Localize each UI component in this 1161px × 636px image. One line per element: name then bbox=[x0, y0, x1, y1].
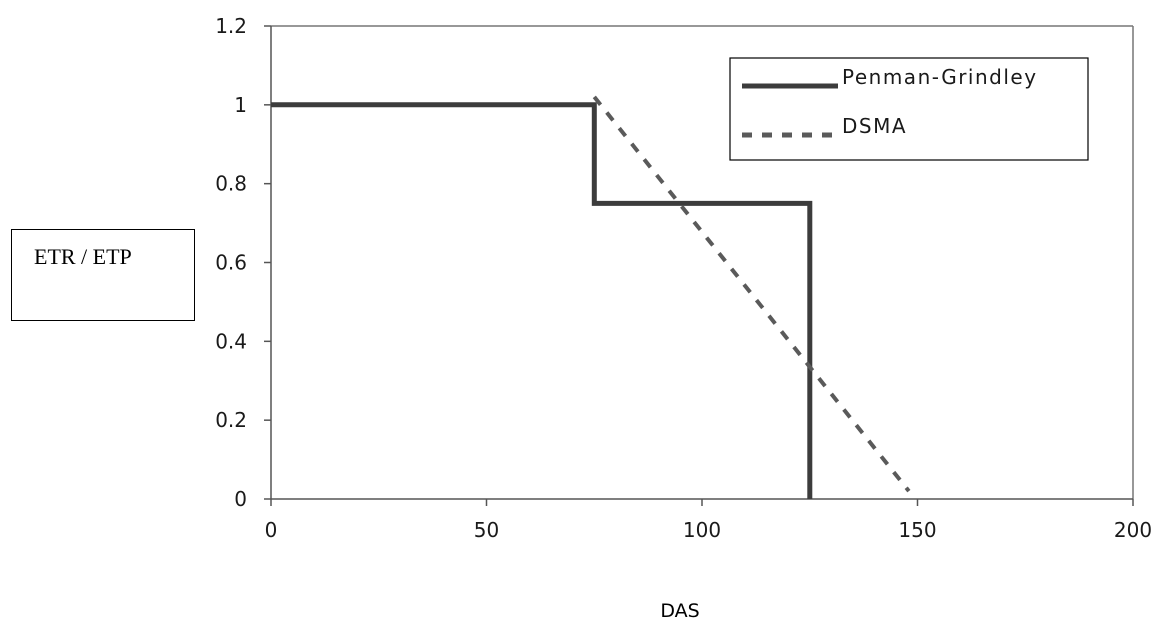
y-axis-label: ETR / ETP bbox=[34, 244, 132, 269]
x-tick-label: 100 bbox=[683, 518, 721, 542]
series-line-dsma bbox=[592, 95, 911, 493]
legend: Penman-Grindley DSMA bbox=[729, 57, 1089, 161]
legend-label: Penman-Grindley bbox=[842, 65, 1038, 89]
y-tick-label: 1.2 bbox=[215, 14, 247, 38]
y-tick-label: 0.4 bbox=[215, 329, 247, 353]
y-axis-label-box: ETR / ETP bbox=[11, 229, 195, 321]
x-tick-label: 200 bbox=[1114, 518, 1152, 542]
y-tick-label: 1 bbox=[234, 93, 247, 117]
x-tick-label: 50 bbox=[474, 518, 499, 542]
x-axis-ticks: 0 50 100 150 200 bbox=[265, 499, 1152, 542]
x-tick-label: 150 bbox=[898, 518, 936, 542]
y-tick-label: 0.8 bbox=[215, 172, 247, 196]
y-tick-label: 0.6 bbox=[215, 251, 247, 275]
series-line-penman-grindley bbox=[271, 102, 813, 499]
y-tick-label: 0 bbox=[234, 487, 247, 511]
x-tick-label: 0 bbox=[265, 518, 278, 542]
series-layer bbox=[271, 95, 911, 499]
x-axis-label: DAS bbox=[660, 600, 700, 622]
legend-box bbox=[729, 57, 1089, 161]
y-tick-label: 0.2 bbox=[215, 408, 247, 432]
plot-area bbox=[271, 25, 1134, 499]
legend-label: DSMA bbox=[842, 114, 907, 138]
y-axis-ticks: 0 0.2 0.4 0.6 0.8 1 1.2 bbox=[215, 14, 271, 511]
